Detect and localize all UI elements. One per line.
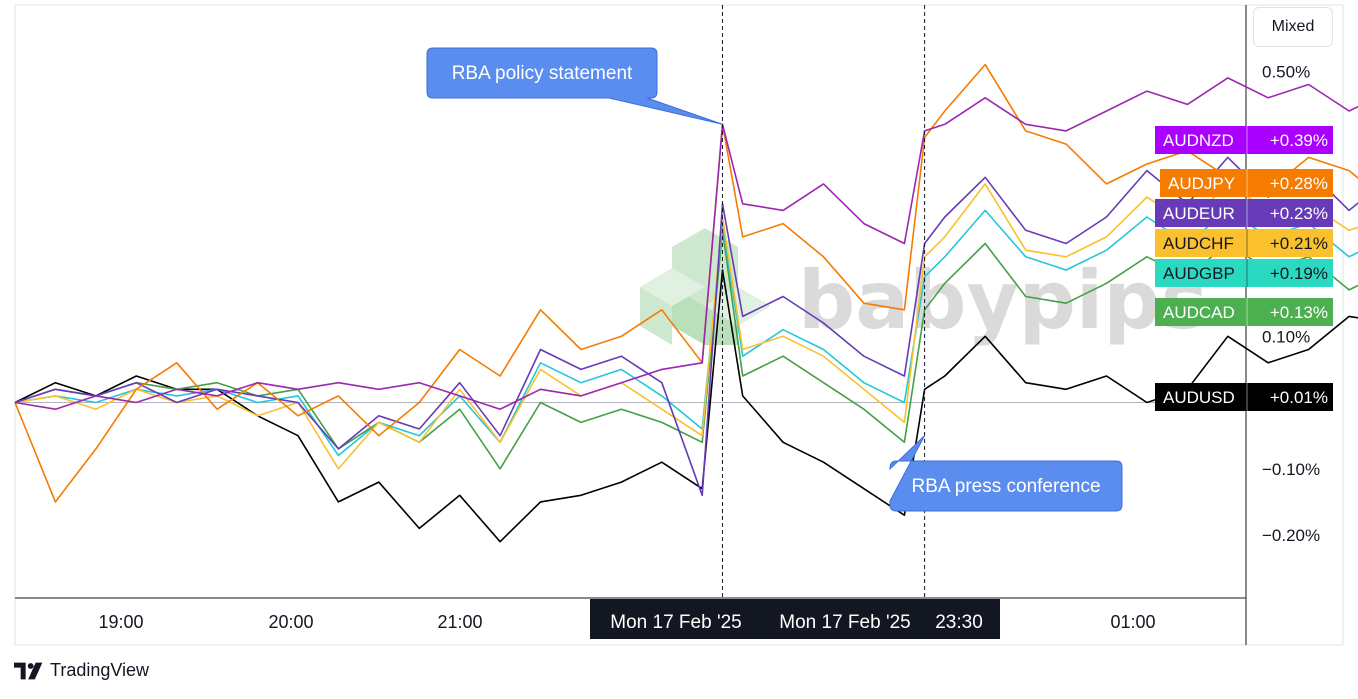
x-tick-label: 19:00 <box>98 612 143 632</box>
babypips-watermark: babypips <box>640 228 1208 347</box>
badge-symbol: AUDCAD <box>1163 303 1235 322</box>
badge-symbol: AUDEUR <box>1163 204 1235 223</box>
y-tick-label: −0.20% <box>1262 526 1320 545</box>
callout-press-conference-label: RBA press conference <box>911 476 1100 497</box>
callout-policy-statement-label: RBA policy statement <box>452 63 633 84</box>
y-tick-label: 0.50% <box>1262 62 1310 81</box>
badge-symbol: AUDNZD <box>1163 131 1234 150</box>
tradingview-brand[interactable]: TradingView <box>14 660 149 681</box>
brand-name: TradingView <box>50 660 150 680</box>
badge-value: +0.01% <box>1270 388 1328 407</box>
badge-value: +0.28% <box>1270 174 1328 193</box>
y-tick-label: 0.10% <box>1262 327 1310 346</box>
badge-value: +0.39% <box>1270 131 1328 150</box>
watermark-text: babypips <box>798 254 1208 347</box>
badge-symbol: AUDCHF <box>1163 234 1234 253</box>
last-value-badge-audgbp[interactable]: AUDGBP +0.19% <box>1155 259 1333 287</box>
last-value-badge-audjpy[interactable]: AUDJPY +0.28% <box>1160 169 1333 197</box>
last-value-badge-audnzd[interactable]: AUDNZD +0.39% <box>1155 126 1333 154</box>
badge-symbol: AUDUSD <box>1163 388 1235 407</box>
badge-symbol: AUDJPY <box>1168 174 1235 193</box>
crosshair-time-label-bg <box>590 599 1000 639</box>
last-value-badge-audcad[interactable]: AUDCAD +0.13% <box>1155 298 1333 326</box>
x-tick-label: 20:00 <box>268 612 313 632</box>
x-tick-label: 21:00 <box>437 612 482 632</box>
y-tick-label: −0.10% <box>1262 460 1320 479</box>
x-tick-label: 01:00 <box>1110 612 1155 632</box>
series-line-audchf[interactable] <box>14 183 1358 470</box>
last-value-badge-audeur[interactable]: AUDEUR +0.23% <box>1155 199 1333 227</box>
crosshair-time-label: Mon 17 Feb '25 <box>610 612 741 633</box>
badge-symbol: AUDGBP <box>1163 264 1235 283</box>
callout-policy-statement[interactable] <box>426 47 723 125</box>
series-line-audusd[interactable] <box>14 269 1358 543</box>
scale-mode-button[interactable]: Mixed <box>1253 7 1333 47</box>
tradingview-logo-icon <box>14 662 43 679</box>
badge-value: +0.23% <box>1270 204 1328 223</box>
series-line-audnzd[interactable] <box>14 77 1358 410</box>
badge-value: +0.21% <box>1270 234 1328 253</box>
last-value-badge-audusd[interactable]: AUDUSD +0.01% <box>1155 383 1333 411</box>
badge-value: +0.19% <box>1270 264 1328 283</box>
crosshair-time-label: Mon 17 Feb '25 <box>779 612 910 633</box>
callout-press-conference[interactable] <box>889 435 1123 512</box>
last-value-badge-audchf[interactable]: AUDCHF +0.21% <box>1155 229 1333 257</box>
crosshair-time-label: 23:30 <box>935 612 983 633</box>
badge-value: +0.13% <box>1270 303 1328 322</box>
